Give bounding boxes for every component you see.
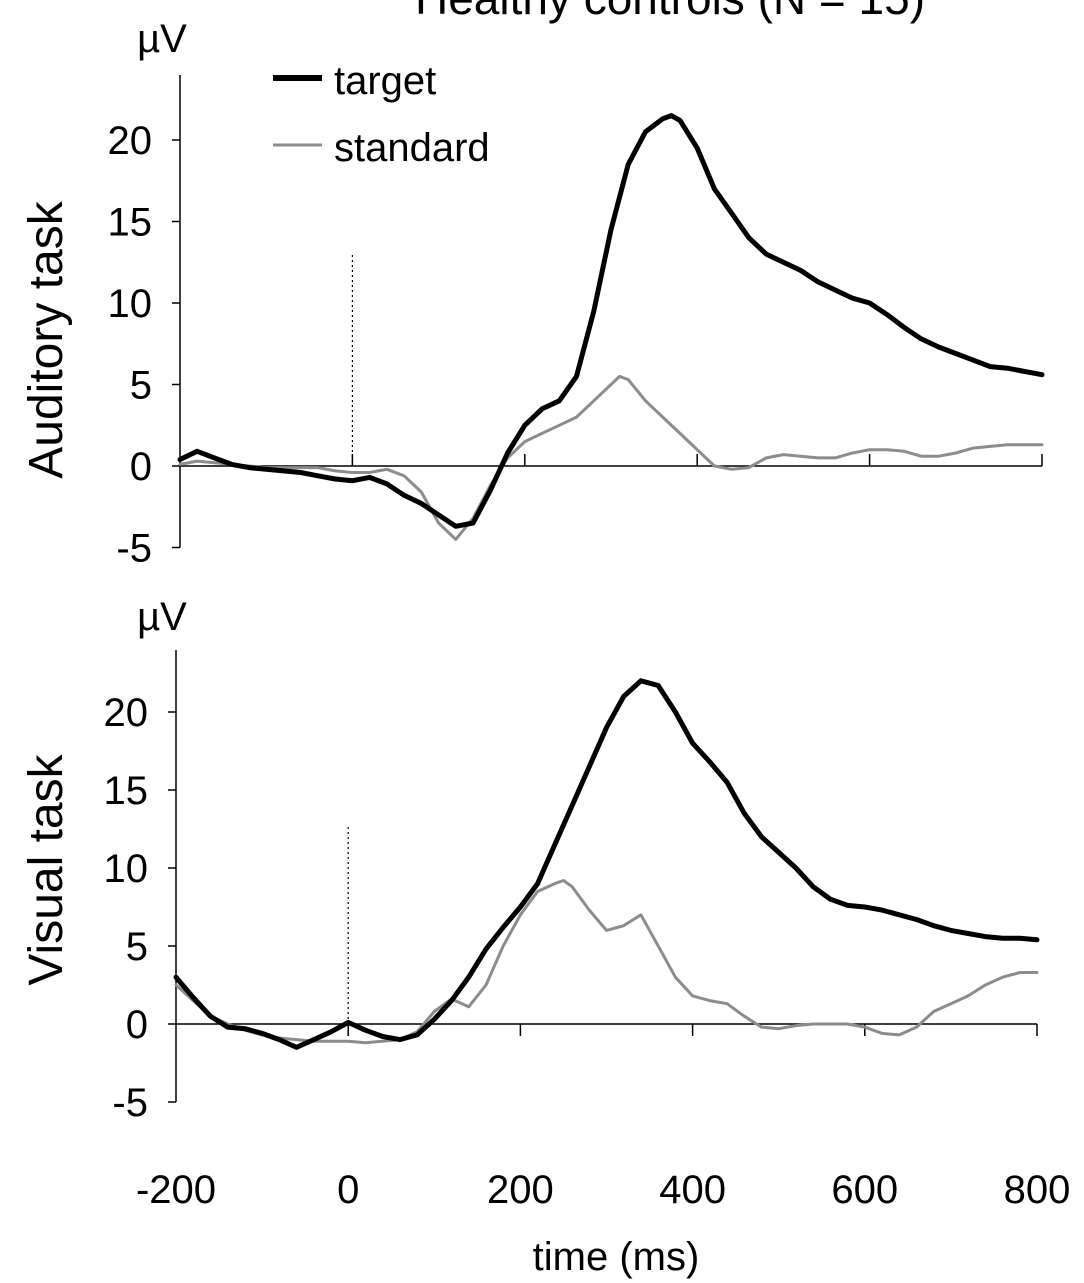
x-tick-label: 400 [659,1168,726,1212]
x-tick-label: 600 [831,1168,898,1212]
y-tick-label: -5 [112,1081,148,1125]
y-unit-label: µV [137,17,187,61]
x-tick-label: 0 [337,1168,359,1212]
x-tick-label: -200 [136,1168,216,1212]
y-tick-label: 5 [130,364,152,408]
legend: target standard [273,59,490,170]
series-line-target [177,113,1045,529]
series-line-standard [178,374,1044,541]
y-tick-label: 10 [104,847,149,891]
x-axis-label: time (ms) [533,1235,700,1279]
x-tick-label: 800 [1004,1168,1071,1212]
legend-label-target: target [334,59,436,103]
series-line-standard [174,879,1039,1045]
y-tick-label: 0 [130,445,152,489]
y-axis-label: Auditory task [20,200,73,478]
legend-label-standard: standard [334,126,490,170]
x-tick-label: 200 [487,1168,554,1212]
figure-title: Healthy controls (N = 15) [415,0,925,24]
panel-visual: -5 0 5 10 15 20 -200 0 200 400 600 800 µV Visual task [20,595,1070,1212]
y-tick-label: 10 [108,282,153,326]
y-tick-label: 15 [104,769,149,813]
y-unit-label: µV [137,595,187,639]
y-tick-label: 15 [108,201,153,245]
y-tick-label: 5 [126,925,148,969]
series-line-target [173,678,1040,1050]
y-tick-label: 0 [126,1003,148,1047]
y-tick-label: 20 [108,119,153,163]
y-tick-label: -5 [116,527,152,571]
panel-auditory: -5 0 5 10 15 20 µV Auditory task [20,17,1045,571]
y-tick-label: 20 [104,691,149,735]
y-axis-label: Visual task [20,753,73,985]
